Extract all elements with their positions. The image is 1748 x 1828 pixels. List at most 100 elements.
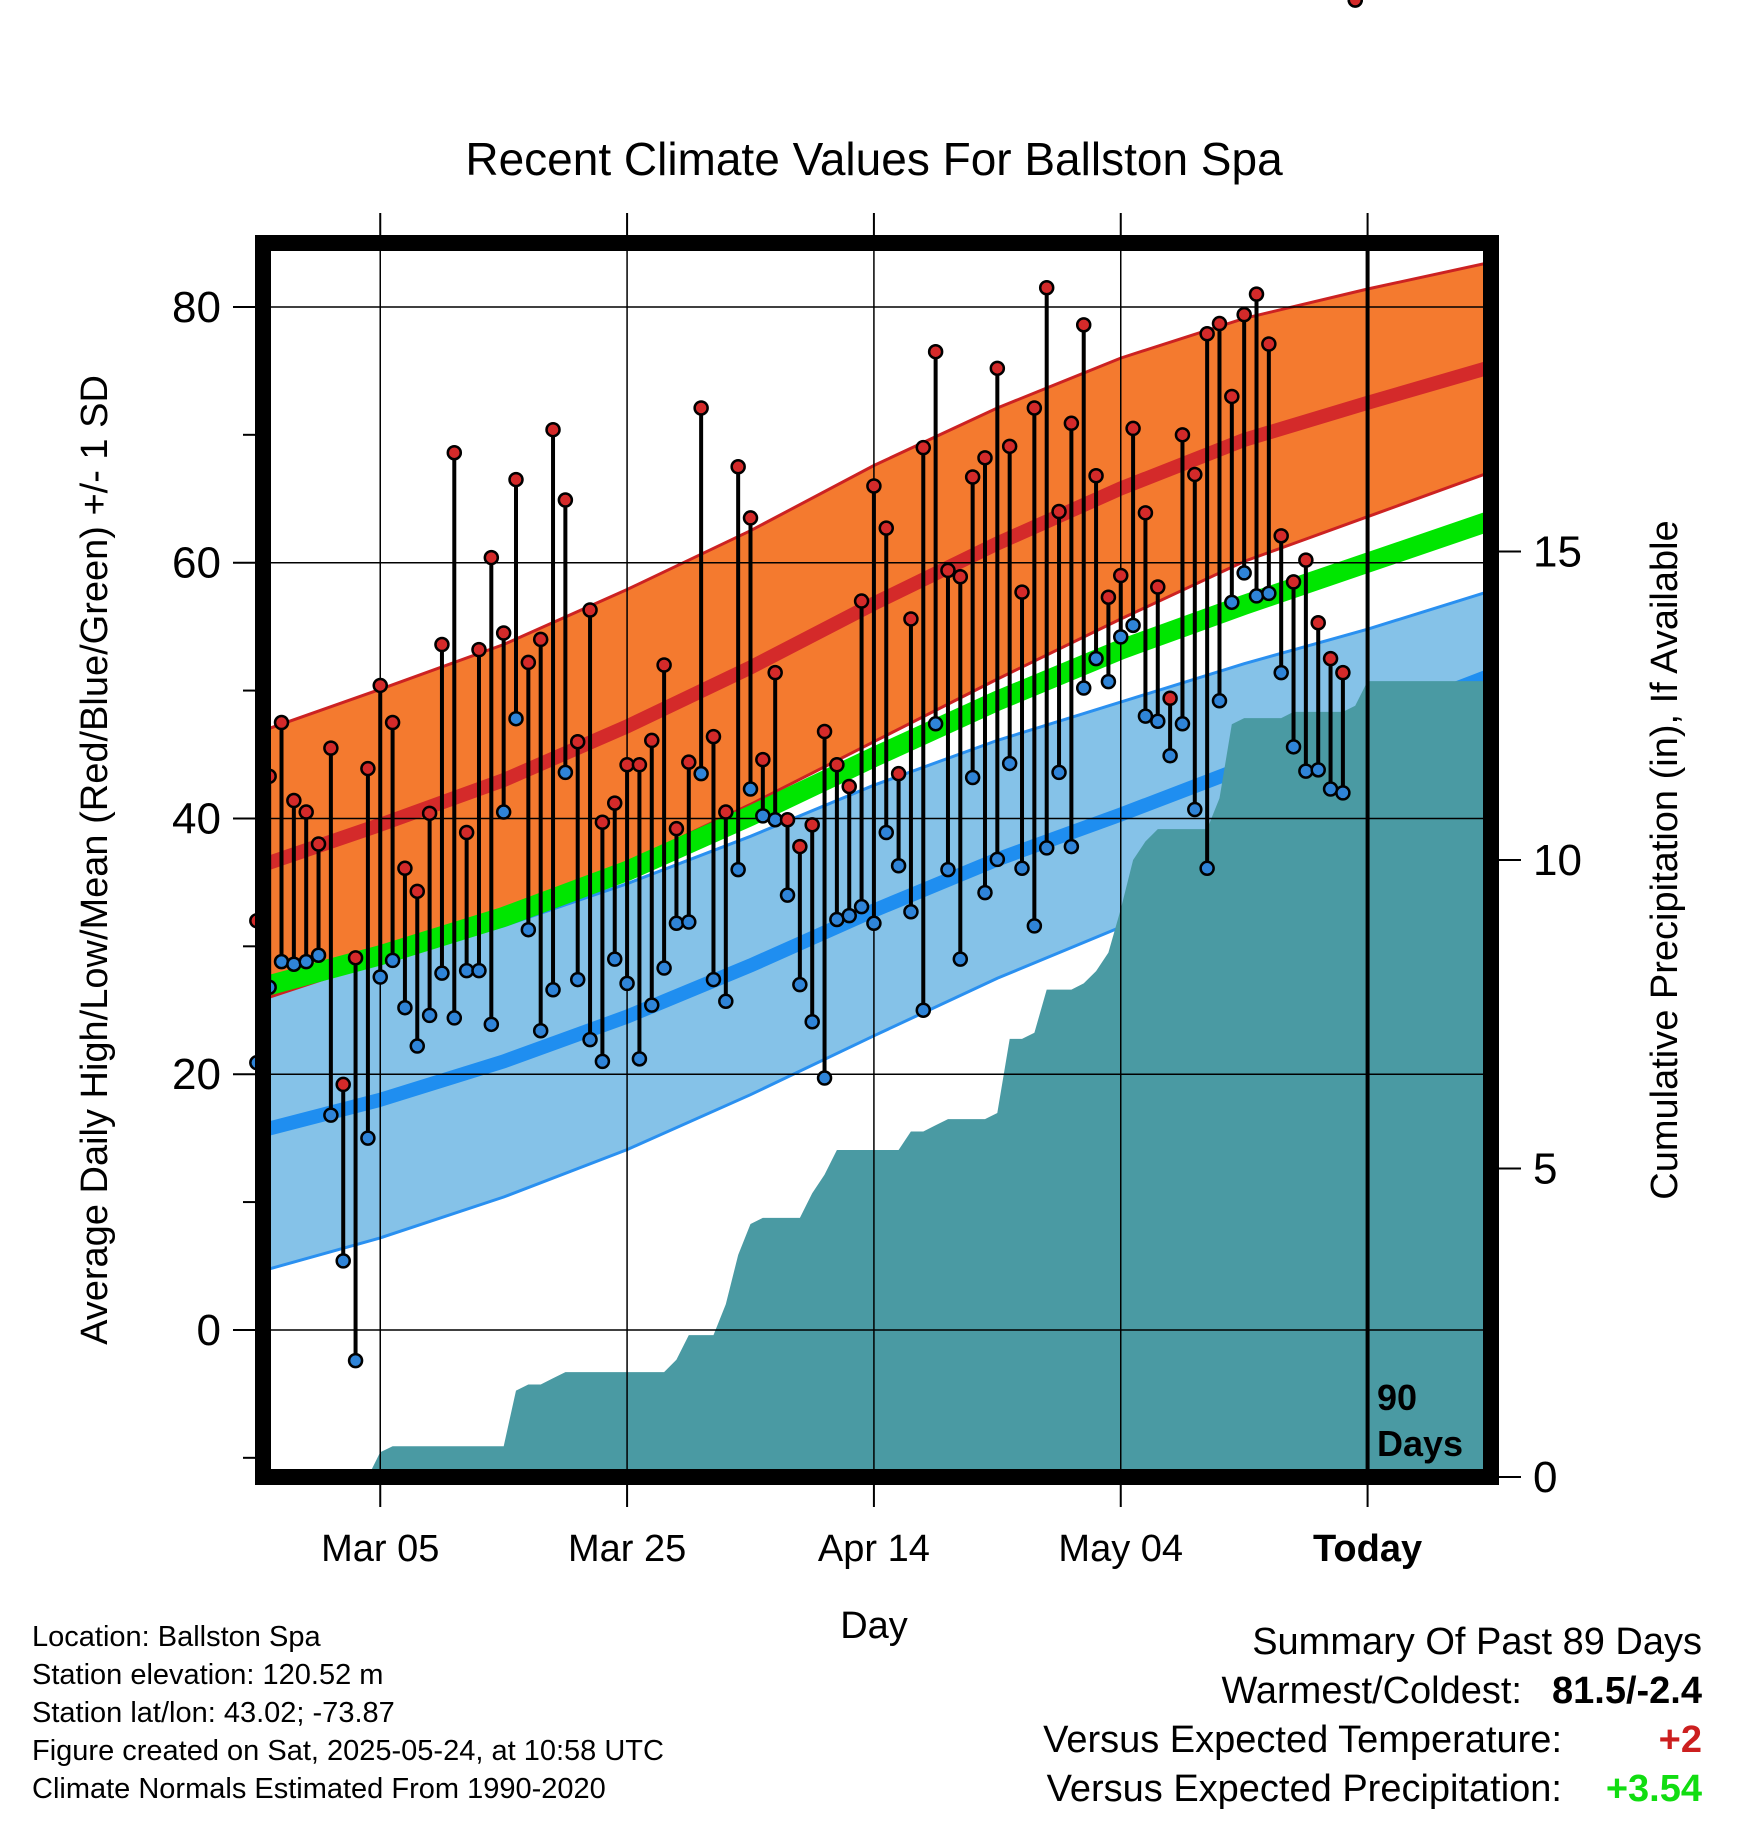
daily-low-marker [483,1016,500,1033]
daily-markers [249,0,1363,1369]
daily-high-marker [730,459,746,475]
daily-low-marker [927,716,944,732]
daily-low-marker [1051,764,1067,781]
daily-low-marker [1088,650,1104,667]
daily-high-marker [1261,336,1277,352]
location-text: Location: Ballston Spa [32,1621,321,1653]
daily-high-marker [816,723,833,740]
x-tick-label: Apr 14 [818,1528,930,1570]
chart-title: Recent Climate Values For Ballston Spa [465,133,1283,185]
daily-high-marker [1187,466,1203,483]
daily-low-marker [1187,801,1203,818]
daily-low-marker [903,904,919,920]
daily-high-marker [1174,427,1191,443]
daily-low-marker [1001,755,1018,772]
daily-high-marker [471,641,487,658]
daily-high-marker [866,478,882,494]
summary-temp-row: Versus Expected Temperature: +2 [1043,1716,1702,1765]
daily-low-marker [594,1053,611,1070]
daily-high-marker [421,805,438,822]
daily-low-marker [915,1002,932,1019]
daily-low-marker [606,951,623,967]
daily-low-marker [1014,860,1030,877]
daily-low-marker [705,971,722,988]
daily-high-marker [878,520,895,536]
daily-low-marker [1112,629,1129,645]
daily-high-marker [977,450,993,466]
x-tick-label: Mar 05 [321,1528,439,1570]
daily-low-marker [298,953,314,970]
daily-high-marker [1001,438,1018,455]
daily-high-marker [594,814,611,831]
daily-high-marker [903,611,919,627]
daily-high-marker [483,549,500,566]
daily-high-marker [693,400,709,416]
daily-high-marker [532,631,549,648]
warmest-label: Warmest/Coldest: [1221,1670,1522,1712]
daily-high-marker [557,492,574,508]
daily-low-marker [273,953,290,970]
axes: 0 20 40 60 80 0 5 10 15 Mar 05 Mar 25 Apr 14 May 04 T… [172,213,1582,1570]
daily-high-marker [1063,415,1080,432]
daily-high-marker [372,677,388,694]
daily-low-marker [1261,585,1277,602]
low-sd-band [263,590,1491,1271]
daily-high-marker [569,733,586,750]
daily-low-marker [1310,762,1326,778]
daily-high-marker [582,602,598,618]
daily-low-marker [1211,693,1228,709]
daily-low-marker [384,952,401,969]
daily-low-marker [1100,673,1117,690]
daily-low-marker [940,861,956,878]
daily-high-marker [1075,317,1092,333]
daily-high-marker [347,950,364,966]
daily-high-marker [323,740,339,756]
daily-high-marker [1322,650,1339,667]
daily-low-marker [952,951,969,967]
daily-low-marker [1335,785,1351,801]
daily-low-marker [360,1130,376,1146]
daily-low-marker [853,898,870,915]
daily-low-marker [816,1070,833,1086]
daily-high-marker [1014,584,1030,600]
daily-high-marker [397,860,413,877]
daily-low-marker [1248,588,1265,604]
daily-low-marker [644,997,660,1013]
daily-high-marker [644,732,660,749]
daily-high-marker [1224,388,1240,405]
x-axis-label: Day [840,1605,908,1647]
daily-high-marker [458,824,475,841]
daily-low-marker [569,971,586,988]
daily-high-marker [940,562,956,579]
daily-high-marker [1162,690,1178,706]
daily-low-marker [693,765,709,782]
daily-high-marker [915,439,932,456]
daily-low-marker [742,781,759,797]
daily-high-marker [792,838,808,855]
daily-low-marker [471,962,487,979]
daily-high-marker [1125,420,1141,437]
daily-high-marker [545,421,561,438]
daily-low-marker [1125,617,1141,634]
daily-high-marker [656,657,672,673]
summary-heading: Summary Of Past 89 Days [1252,1621,1702,1663]
daily-low-marker [841,907,857,924]
y-tick-label: 40 [172,794,221,843]
plot-frame [255,235,1499,1485]
daily-low-marker [878,824,895,841]
daily-low-marker [1285,739,1302,755]
precipitation-area [263,681,1491,1477]
daily-low-marker [718,993,734,1010]
daily-high-marker [434,636,450,653]
daily-high-marker [927,343,944,360]
y2-tick-label: 5 [1533,1145,1557,1194]
daily-high-marker [409,883,426,900]
daily-low-marker [421,1007,438,1024]
cumulative-precip-area [263,681,1491,1477]
daily-high-marker [1199,326,1215,342]
elevation-text: Station elevation: 120.52 m [32,1659,384,1691]
daily-low-marker [1038,840,1055,856]
daily-low-marker [1150,713,1166,730]
daily-low-marker [508,710,524,727]
daily-high-marker [310,836,327,852]
